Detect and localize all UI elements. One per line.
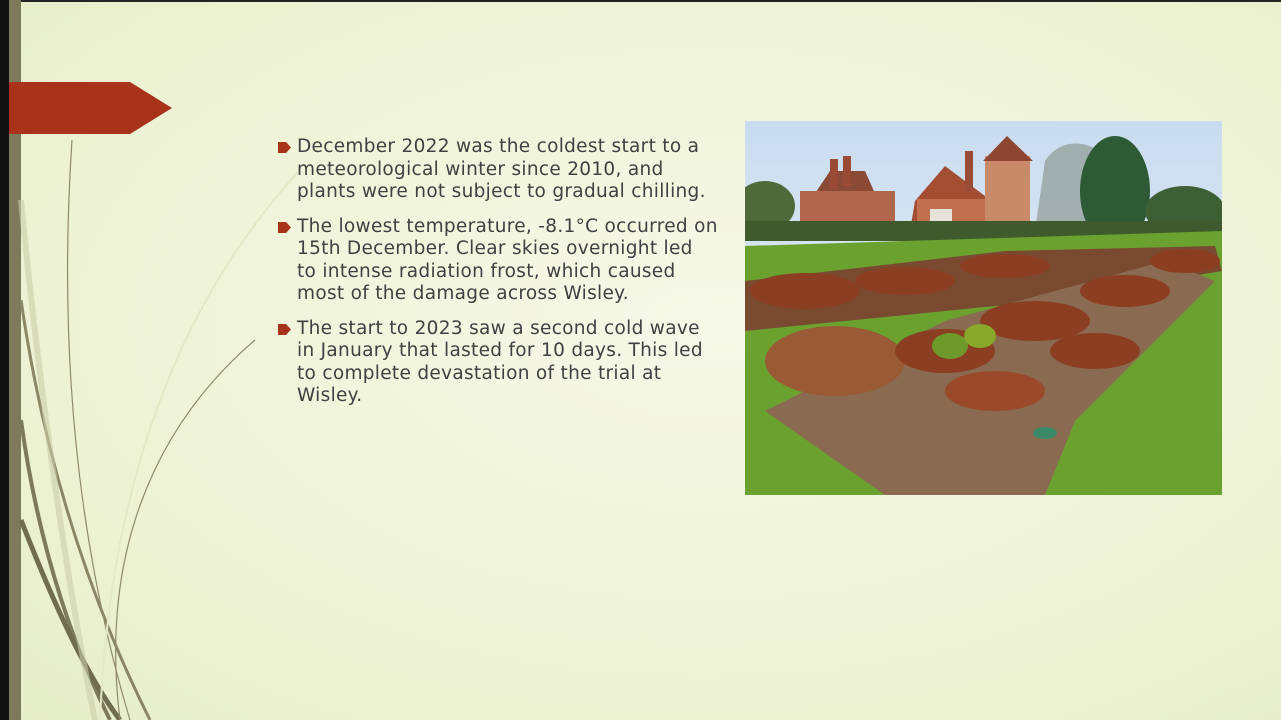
bullet-text: December 2022 was the coldest start to a… (297, 136, 706, 202)
slide: December 2022 was the coldest start to a… (0, 0, 1281, 720)
left-border (0, 0, 9, 720)
bullet-marker (278, 142, 291, 153)
title-arrow (9, 82, 172, 134)
bullet-text: The lowest temperature, -8.1°C occurred … (297, 216, 718, 305)
bullet-list: December 2022 was the coldest start to a… (278, 136, 718, 420)
bullet-text: The start to 2023 saw a second cold wave… (297, 318, 703, 407)
top-border (0, 0, 1281, 2)
bullet-item: The start to 2023 saw a second cold wave… (278, 318, 718, 408)
bullet-item: The lowest temperature, -8.1°C occurred … (278, 216, 718, 306)
bullet-marker (278, 324, 291, 335)
bullet-marker (278, 222, 291, 233)
garden-photo (745, 121, 1222, 495)
swoosh-lines (21, 140, 300, 720)
bullet-item: December 2022 was the coldest start to a… (278, 136, 718, 204)
